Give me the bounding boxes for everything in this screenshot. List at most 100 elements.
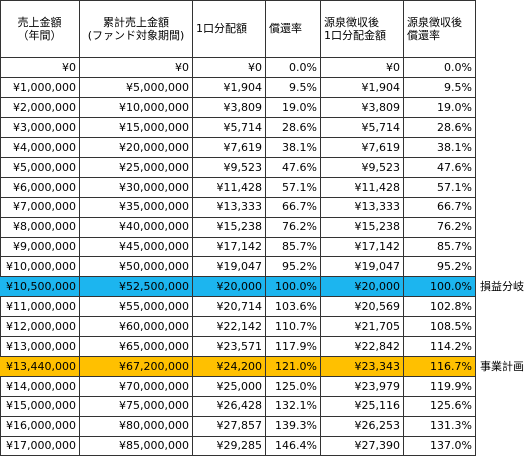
data-cell: 28.6% xyxy=(404,117,476,139)
data-cell: ¥80,000,000 xyxy=(80,416,193,437)
data-cell: 38.1% xyxy=(404,137,476,158)
data-cell: ¥27,857 xyxy=(193,416,266,437)
header-text: 源泉徴収後 xyxy=(407,15,462,29)
data-cell: ¥20,000 xyxy=(321,276,404,298)
data-cell: ¥22,842 xyxy=(321,336,404,357)
data-cell: 119.9% xyxy=(404,376,476,397)
data-cell: 19.0% xyxy=(266,97,321,119)
header-text: (ファンド対象期間) xyxy=(87,28,185,42)
data-cell: ¥3,809 xyxy=(193,97,266,119)
header-text: 累計売上金額 xyxy=(103,15,169,29)
data-cell: 66.7% xyxy=(404,197,476,218)
data-cell: 9.5% xyxy=(266,77,321,99)
header-cell: 源泉徴収後 1口分配金額 xyxy=(321,0,404,58)
data-cell: 9.5% xyxy=(404,77,476,99)
data-cell: ¥17,142 xyxy=(321,237,404,258)
row-note: 事業計画 xyxy=(480,359,524,373)
data-cell: 139.3% xyxy=(266,416,321,437)
data-cell: ¥7,000,000 xyxy=(0,197,80,218)
data-cell: ¥11,428 xyxy=(193,177,266,198)
data-cell: ¥20,000 xyxy=(193,276,266,298)
data-cell: 116.7% xyxy=(404,356,476,377)
data-cell: 47.6% xyxy=(266,157,321,178)
data-cell: ¥9,000,000 xyxy=(0,237,80,258)
data-cell: ¥10,000,000 xyxy=(80,97,193,119)
row-note: 損益分岐 xyxy=(480,279,524,293)
data-cell: ¥13,333 xyxy=(193,197,266,218)
table xyxy=(0,0,476,456)
data-cell: ¥17,000,000 xyxy=(0,436,80,456)
data-cell: ¥0 xyxy=(80,58,193,79)
data-cell: ¥10,500,000 xyxy=(0,276,80,298)
data-cell: ¥60,000,000 xyxy=(80,316,193,338)
data-cell: ¥30,000,000 xyxy=(80,177,193,198)
data-cell: ¥70,000,000 xyxy=(80,376,193,397)
header-text: 償還率 xyxy=(407,28,440,42)
data-cell: ¥75,000,000 xyxy=(80,396,193,417)
data-cell: 57.1% xyxy=(266,177,321,198)
data-cell: 76.2% xyxy=(404,217,476,238)
header-cell: 償還率 xyxy=(266,0,321,58)
data-cell: ¥27,390 xyxy=(321,436,404,456)
data-cell: ¥29,285 xyxy=(193,436,266,456)
data-cell: ¥1,904 xyxy=(193,77,266,99)
data-cell: ¥15,000,000 xyxy=(80,117,193,139)
data-cell: ¥19,047 xyxy=(321,257,404,278)
data-cell: ¥6,000,000 xyxy=(0,177,80,198)
data-cell: ¥8,000,000 xyxy=(0,217,80,238)
data-cell: 76.2% xyxy=(266,217,321,238)
data-cell: ¥25,000,000 xyxy=(80,157,193,178)
data-cell: ¥9,523 xyxy=(321,157,404,178)
data-cell: 146.4% xyxy=(266,436,321,456)
data-cell: ¥23,979 xyxy=(321,376,404,397)
data-cell: ¥25,000 xyxy=(193,376,266,397)
data-cell: ¥10,000,000 xyxy=(0,257,80,278)
header-text: 源泉徴収後 xyxy=(324,15,379,29)
data-cell: ¥14,000,000 xyxy=(0,376,80,397)
data-cell: ¥55,000,000 xyxy=(80,296,193,318)
data-cell: ¥50,000,000 xyxy=(80,257,193,278)
data-cell: ¥35,000,000 xyxy=(80,197,193,218)
data-cell: ¥3,000,000 xyxy=(0,117,80,139)
data-cell: ¥1,904 xyxy=(321,77,404,99)
data-cell: ¥45,000,000 xyxy=(80,237,193,258)
data-cell: ¥65,000,000 xyxy=(80,336,193,357)
data-cell: ¥21,705 xyxy=(321,316,404,338)
data-cell: ¥15,238 xyxy=(321,217,404,238)
data-cell: ¥20,000,000 xyxy=(80,137,193,158)
data-cell: ¥22,142 xyxy=(193,316,266,338)
data-cell: ¥5,714 xyxy=(321,117,404,139)
data-cell: ¥7,619 xyxy=(321,137,404,158)
data-cell: ¥23,343 xyxy=(321,356,404,377)
data-cell: ¥5,000,000 xyxy=(0,157,80,178)
data-cell: ¥40,000,000 xyxy=(80,217,193,238)
data-cell: ¥4,000,000 xyxy=(0,137,80,158)
data-cell: 108.5% xyxy=(404,316,476,338)
data-cell: 121.0% xyxy=(266,356,321,377)
header-cell: 売上金額 （年間） xyxy=(0,0,80,58)
data-cell: 137.0% xyxy=(404,436,476,456)
data-cell: 125.6% xyxy=(404,396,476,417)
data-cell: 66.7% xyxy=(266,197,321,218)
data-cell: ¥67,200,000 xyxy=(80,356,193,377)
data-cell: ¥52,500,000 xyxy=(80,276,193,298)
data-cell: ¥5,000,000 xyxy=(80,77,193,99)
data-cell: ¥15,000,000 xyxy=(0,396,80,417)
data-cell: ¥9,523 xyxy=(193,157,266,178)
data-cell: ¥3,809 xyxy=(321,97,404,119)
data-cell: ¥12,000,000 xyxy=(0,316,80,338)
data-cell: ¥13,440,000 xyxy=(0,356,80,377)
data-cell: 131.3% xyxy=(404,416,476,437)
header-text: 償還率 xyxy=(269,22,302,35)
header-cell: 1口分配額 xyxy=(193,0,266,58)
data-cell: 0.0% xyxy=(266,58,321,79)
data-cell: ¥0 xyxy=(193,58,266,79)
data-cell: ¥15,238 xyxy=(193,217,266,238)
data-cell: 117.9% xyxy=(266,336,321,357)
header-cell: 源泉徴収後 償還率 xyxy=(404,0,476,58)
data-cell: 95.2% xyxy=(266,257,321,278)
data-cell: 132.1% xyxy=(266,396,321,417)
data-cell: 100.0% xyxy=(266,276,321,298)
header-cell: 累計売上金額 (ファンド対象期間) xyxy=(80,0,193,58)
